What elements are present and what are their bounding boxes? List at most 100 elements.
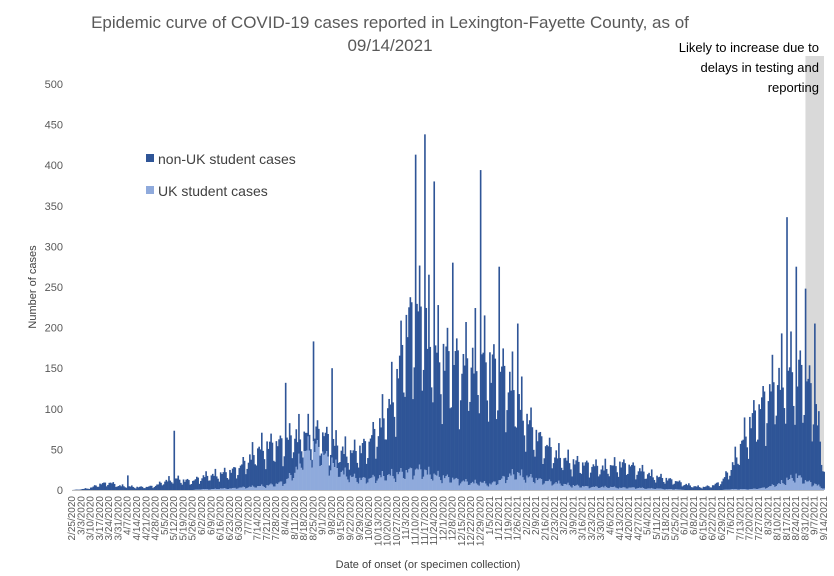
bar-uk-student bbox=[331, 457, 333, 490]
x-tick-label: 9/22/2020 bbox=[346, 496, 357, 541]
bar-non-uk-student bbox=[357, 467, 360, 484]
bar-non-uk-student bbox=[654, 482, 657, 490]
x-tick-label: 7/14/2020 bbox=[253, 496, 264, 541]
bar-non-uk-student bbox=[725, 471, 727, 490]
bar-non-uk-student bbox=[132, 486, 134, 490]
bar-non-uk-student bbox=[425, 307, 428, 471]
bar-non-uk-student bbox=[523, 435, 526, 480]
bar-uk-student bbox=[668, 489, 670, 490]
bar-uk-student bbox=[364, 477, 367, 490]
bar-uk-student bbox=[222, 488, 225, 490]
bar-non-uk-student bbox=[512, 390, 515, 475]
bar-uk-student bbox=[298, 453, 300, 490]
bar-uk-student bbox=[819, 486, 821, 490]
bar-non-uk-student bbox=[161, 485, 164, 490]
bar-uk-student bbox=[656, 488, 658, 490]
bar-non-uk-student bbox=[239, 465, 242, 488]
bar-non-uk-student bbox=[217, 478, 219, 490]
bar-uk-student bbox=[250, 487, 253, 490]
bar-non-uk-student bbox=[109, 482, 112, 490]
bar-non-uk-student bbox=[511, 351, 514, 470]
bar-non-uk-student bbox=[336, 445, 339, 469]
bar-non-uk-student bbox=[486, 400, 489, 486]
bar-uk-student bbox=[383, 476, 385, 490]
bar-non-uk-student bbox=[800, 364, 803, 478]
bar-uk-student bbox=[629, 487, 632, 490]
bar-non-uk-student bbox=[481, 354, 483, 483]
bar-uk-student bbox=[247, 487, 250, 490]
bar-uk-student bbox=[339, 476, 341, 490]
bar-uk-student bbox=[463, 481, 466, 490]
bar-non-uk-student bbox=[755, 441, 758, 490]
bar-non-uk-student bbox=[613, 457, 616, 487]
bar-uk-student bbox=[384, 480, 386, 490]
bar-non-uk-student bbox=[345, 456, 348, 477]
bar-uk-student bbox=[292, 478, 295, 490]
bar-uk-student bbox=[381, 471, 384, 490]
bar-uk-student bbox=[320, 465, 323, 490]
bar-non-uk-student bbox=[607, 473, 609, 488]
x-tick-label: 12/8/2020 bbox=[448, 496, 459, 541]
bar-non-uk-student bbox=[214, 468, 217, 489]
bar-non-uk-student bbox=[418, 265, 421, 465]
x-tick-label: 9/7/2021 bbox=[810, 496, 821, 535]
bar-uk-student bbox=[418, 464, 421, 490]
bar-uk-student bbox=[808, 480, 811, 490]
bar-uk-student bbox=[658, 488, 661, 490]
bar-uk-student bbox=[498, 480, 501, 490]
bar-non-uk-student bbox=[730, 469, 733, 490]
bar-non-uk-student bbox=[556, 458, 559, 484]
bar-uk-student bbox=[543, 483, 546, 490]
bar-uk-student bbox=[770, 486, 772, 490]
bar-uk-student bbox=[764, 488, 767, 490]
bar-non-uk-student bbox=[274, 461, 276, 487]
bar-uk-student bbox=[734, 488, 737, 490]
bar-uk-student bbox=[372, 474, 375, 490]
x-tick-label: 8/18/2020 bbox=[299, 496, 310, 541]
bar-uk-student bbox=[751, 488, 754, 490]
bar-non-uk-student bbox=[649, 475, 652, 489]
bar-uk-student bbox=[597, 488, 600, 490]
bar-non-uk-student bbox=[751, 413, 754, 489]
bar-uk-student bbox=[479, 481, 482, 490]
bar-uk-student bbox=[783, 484, 786, 490]
bar-uk-student bbox=[523, 479, 526, 490]
bar-uk-student bbox=[540, 479, 543, 490]
bar-non-uk-student bbox=[87, 488, 89, 490]
bar-uk-student bbox=[571, 487, 573, 490]
bar-non-uk-student bbox=[420, 306, 422, 470]
x-tick-label: 8/25/2020 bbox=[308, 496, 319, 541]
bar-non-uk-student bbox=[715, 482, 718, 490]
x-tick-label: 5/25/2021 bbox=[670, 496, 681, 541]
bar-non-uk-student bbox=[635, 479, 637, 489]
bar-non-uk-student bbox=[822, 471, 824, 489]
bar-non-uk-student bbox=[637, 471, 640, 488]
bar-non-uk-student bbox=[182, 479, 185, 490]
bar-non-uk-student bbox=[254, 464, 256, 488]
bar-non-uk-student bbox=[790, 331, 792, 475]
bar-non-uk-student bbox=[294, 438, 296, 473]
bar-non-uk-student bbox=[210, 475, 213, 490]
bar-uk-student bbox=[432, 480, 434, 490]
bar-uk-student bbox=[546, 480, 548, 490]
bar-non-uk-student bbox=[526, 413, 528, 476]
bar-uk-student bbox=[645, 488, 648, 490]
x-tick-label: 10/6/2020 bbox=[364, 496, 375, 541]
x-tick-label: 11/24/2020 bbox=[429, 496, 440, 546]
bar-non-uk-student bbox=[404, 396, 406, 480]
bar-uk-student bbox=[237, 488, 239, 490]
bar-non-uk-student bbox=[620, 467, 623, 489]
bar-non-uk-student bbox=[806, 381, 808, 482]
bar-uk-student bbox=[509, 473, 511, 490]
bar-non-uk-student bbox=[448, 351, 450, 478]
bar-uk-student bbox=[316, 440, 319, 490]
bar-uk-student bbox=[319, 466, 321, 490]
bar-non-uk-student bbox=[795, 266, 798, 474]
bar-uk-student bbox=[491, 482, 494, 490]
bar-non-uk-student bbox=[709, 487, 711, 490]
x-tick-label: 7/21/2020 bbox=[262, 496, 273, 541]
bar-uk-student bbox=[376, 480, 379, 490]
bar-uk-student bbox=[272, 486, 275, 490]
bar-non-uk-student bbox=[282, 466, 284, 486]
bar-uk-student bbox=[555, 482, 558, 490]
